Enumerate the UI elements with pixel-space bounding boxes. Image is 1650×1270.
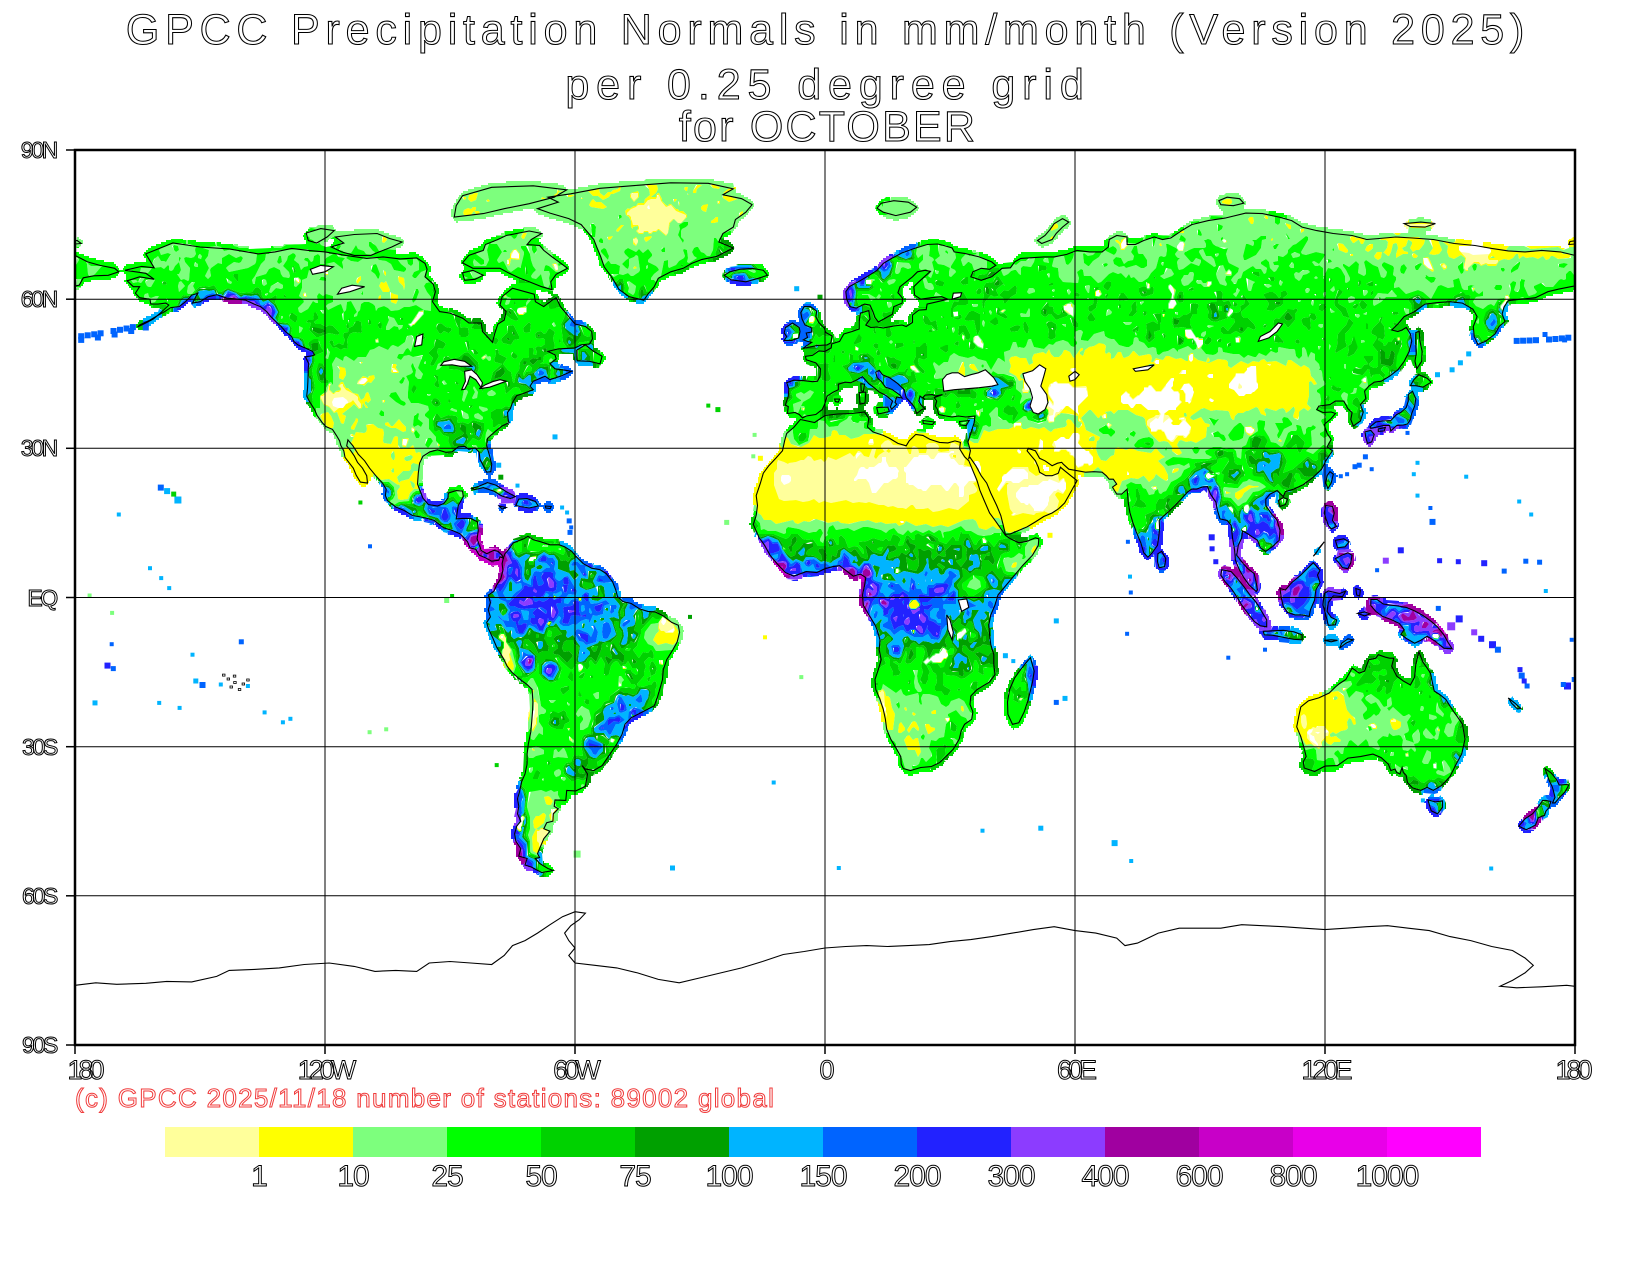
svg-text:180: 180 [67,1055,103,1085]
svg-text:75: 75 [619,1160,651,1193]
svg-text:200: 200 [893,1160,940,1193]
svg-text:100: 100 [705,1160,752,1193]
svg-text:25: 25 [431,1160,463,1193]
svg-text:1000: 1000 [1356,1160,1419,1193]
svg-text:800: 800 [1269,1160,1316,1193]
svg-text:400: 400 [1081,1160,1128,1193]
svg-text:(c) GPCC 2025/11/18 number of: (c) GPCC 2025/11/18 number of stations: … [75,1083,775,1113]
svg-text:30S: 30S [22,734,58,760]
svg-text:90N: 90N [21,137,57,163]
svg-text:60W: 60W [553,1055,601,1085]
svg-text:1: 1 [251,1160,267,1193]
svg-text:150: 150 [799,1160,846,1193]
svg-text:120W: 120W [298,1055,357,1085]
svg-text:600: 600 [1175,1160,1222,1193]
svg-text:GPCC Precipitation Normals in: GPCC Precipitation Normals in mm/month (… [126,6,1530,54]
svg-text:60N: 60N [21,286,57,312]
svg-text:60E: 60E [1057,1055,1096,1085]
svg-text:EQ: EQ [27,585,57,611]
svg-text:120E: 120E [1301,1055,1351,1085]
svg-text:30N: 30N [21,435,57,461]
svg-text:10: 10 [337,1160,369,1193]
svg-text:50: 50 [525,1160,557,1193]
svg-text:180: 180 [1555,1055,1591,1085]
svg-text:for OCTOBER: for OCTOBER [679,103,977,151]
svg-text:300: 300 [987,1160,1034,1193]
svg-text:60S: 60S [22,883,58,909]
svg-text:90S: 90S [22,1032,58,1058]
svg-text:per 0.25 degree grid: per 0.25 degree grid [565,61,1090,109]
